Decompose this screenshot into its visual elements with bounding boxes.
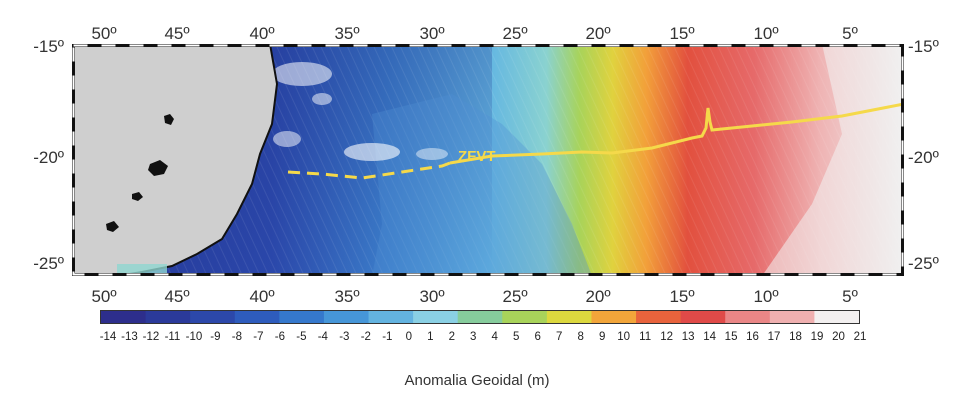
colorbar-swatch bbox=[190, 311, 236, 323]
colorbar-swatch bbox=[814, 311, 859, 323]
lon-tick-top-45: 45º bbox=[164, 24, 190, 43]
colorbar-tick-label: 10 bbox=[617, 331, 631, 343]
colorbar-swatch bbox=[502, 311, 548, 323]
lon-tick-bottom-5: 5º bbox=[842, 287, 858, 306]
colorbar-tick-label: 14 bbox=[703, 331, 716, 343]
lon-tick-bottom-45: 45º bbox=[164, 287, 190, 306]
colorbar-tick-label: -13 bbox=[121, 331, 138, 343]
lon-tick-bottom-10: 10º bbox=[753, 287, 779, 306]
land-mass bbox=[72, 44, 277, 276]
lon-tick-bottom-40: 40º bbox=[249, 287, 275, 306]
lighter-blue-plateau bbox=[372, 94, 592, 276]
colorbar-tick-label: -10 bbox=[185, 331, 203, 343]
colorbar-tick-label: 15 bbox=[724, 331, 738, 343]
seamount-highlight bbox=[273, 131, 301, 147]
colorbar-swatch bbox=[234, 311, 280, 323]
fracture-zone-label: ZFVT bbox=[458, 148, 496, 165]
seamount-highlight bbox=[416, 148, 448, 160]
white-relief-band bbox=[762, 44, 904, 276]
colorbar-tick-label: 11 bbox=[639, 331, 652, 343]
colorbar-swatch bbox=[769, 311, 815, 323]
colorbar-tick-label: 21 bbox=[853, 331, 867, 343]
lon-tick-top-40: 40º bbox=[249, 24, 275, 43]
colorbar-tick-label: 5 bbox=[513, 331, 520, 343]
colorbar-tick-label: 6 bbox=[534, 331, 541, 343]
colorbar-tick-label: -6 bbox=[274, 331, 285, 343]
colorbar-swatch bbox=[368, 311, 414, 323]
fracture-zone-dashed bbox=[287, 161, 451, 180]
colorbar-tick-label: 17 bbox=[767, 331, 781, 343]
lat-tick-left-20: -20º bbox=[33, 148, 64, 167]
colorbar-tick-label: 2 bbox=[448, 331, 455, 343]
island bbox=[148, 160, 168, 176]
lon-tick-bottom-25: 25º bbox=[502, 287, 528, 306]
lat-tick-left-25: -25º bbox=[33, 254, 64, 273]
colorbar-tick-label: 20 bbox=[832, 331, 845, 343]
colorbar-tick-label: 16 bbox=[746, 331, 759, 343]
lon-tick-top-50: 50º bbox=[91, 24, 117, 43]
colorbar-swatch bbox=[279, 311, 325, 323]
colorbar-tick-label: 4 bbox=[491, 331, 498, 343]
colorbar-tick-label: -8 bbox=[231, 331, 243, 343]
colorbar-swatch bbox=[457, 311, 503, 323]
colorbar-tick-label: 8 bbox=[577, 331, 584, 343]
lon-tick-bottom-35: 35º bbox=[334, 287, 360, 306]
colorbar-tick-label: 9 bbox=[598, 331, 606, 343]
island bbox=[106, 221, 119, 232]
colorbar-tick-label: 18 bbox=[789, 331, 802, 343]
lon-tick-top-5: 5º bbox=[842, 24, 858, 43]
colorbar-swatch bbox=[546, 311, 592, 323]
lon-tick-top-25: 25º bbox=[502, 24, 528, 43]
lon-tick-top-10: 10º bbox=[753, 24, 779, 43]
colorbar-tick-label: -5 bbox=[296, 331, 307, 343]
colorbar-tick-label: -7 bbox=[253, 331, 264, 343]
colorbar-swatch bbox=[323, 311, 370, 323]
lon-tick-top-20: 20º bbox=[585, 24, 611, 43]
colorbar-tick-label: 13 bbox=[681, 331, 695, 343]
lon-tick-bottom-20: 20º bbox=[585, 287, 611, 306]
colorbar-swatch bbox=[636, 311, 682, 323]
lat-tick-right-20: -20º bbox=[908, 148, 939, 167]
lon-tick-bottom-50: 50º bbox=[91, 287, 117, 306]
colorbar bbox=[100, 310, 860, 324]
legend-title: Anomalia Geoidal (m) bbox=[404, 372, 550, 389]
colorbar-tick-label: 0 bbox=[405, 331, 412, 343]
colorbar-tick-label: -4 bbox=[317, 331, 328, 343]
geoid-anomaly-map: ZFVT bbox=[72, 44, 904, 276]
lon-tick-bottom-30: 30º bbox=[419, 287, 445, 306]
lat-tick-right-25: -25º bbox=[908, 254, 939, 273]
lat-tick-right-15: -15º bbox=[908, 37, 939, 56]
colorbar-tick-label: -12 bbox=[142, 331, 160, 343]
colorbar-swatch bbox=[725, 311, 771, 323]
colorbar-swatch bbox=[680, 311, 726, 323]
colorbar-swatch bbox=[145, 311, 191, 323]
colorbar-tick-label: -9 bbox=[210, 331, 221, 343]
colorbar-tick-label: -1 bbox=[382, 331, 393, 343]
seamount-highlight bbox=[312, 93, 332, 105]
lat-tick-left-15: -15º bbox=[33, 37, 64, 56]
colorbar-swatch bbox=[413, 311, 459, 323]
colorbar-tick-label: 3 bbox=[470, 331, 477, 343]
lon-tick-top-35: 35º bbox=[334, 24, 360, 43]
fracture-zone-solid bbox=[449, 102, 904, 165]
colorbar-tick-label: 1 bbox=[427, 331, 434, 343]
colorbar-tick-label: -2 bbox=[360, 331, 371, 343]
colorbar-tick-label: 19 bbox=[810, 331, 824, 343]
colorbar-tick-label: -14 bbox=[99, 331, 117, 343]
island bbox=[132, 192, 143, 201]
lon-tick-top-30: 30º bbox=[419, 24, 445, 43]
lon-tick-top-15: 15º bbox=[669, 24, 695, 43]
map-border-dashes bbox=[72, 44, 904, 276]
island bbox=[164, 114, 174, 125]
colorbar-swatch bbox=[591, 311, 637, 323]
lon-tick-bottom-15: 15º bbox=[669, 287, 695, 306]
seamount-highlight bbox=[344, 143, 400, 161]
colorbar-tick-label: 7 bbox=[555, 331, 563, 343]
colorbar-tick-label: -11 bbox=[164, 331, 181, 343]
colorbar-tick-label: 12 bbox=[660, 331, 674, 343]
colorbar-tick-label: -3 bbox=[339, 331, 350, 343]
colorbar-swatch bbox=[101, 311, 147, 323]
seamount-highlight bbox=[272, 62, 332, 86]
